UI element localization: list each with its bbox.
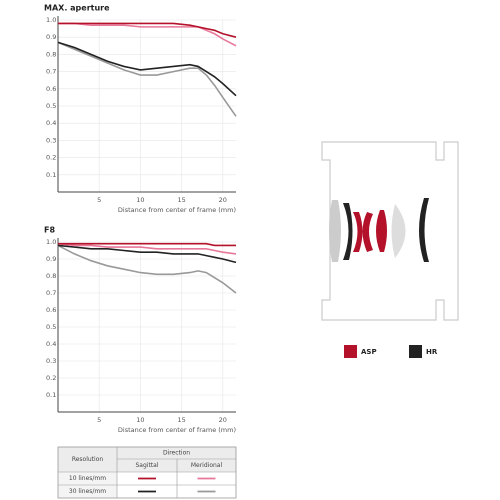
- legend-swatch: [344, 345, 357, 358]
- series-line: [58, 22, 237, 47]
- y-tick-label: 0.2: [46, 374, 56, 382]
- x-axis-label: Distance from center of frame (mm): [118, 206, 236, 214]
- series-line: [58, 242, 236, 247]
- legend-swatch: [409, 345, 422, 358]
- y-tick-label: 0.4: [46, 119, 56, 127]
- table-header: Meridional: [191, 462, 223, 469]
- y-tick-label: 0.2: [46, 154, 56, 162]
- x-axis-label: Distance from center of frame (mm): [118, 426, 236, 434]
- series-line: [57, 41, 237, 97]
- y-tick-label: 0.4: [46, 340, 56, 348]
- chart-title: MAX. aperture: [44, 4, 110, 13]
- table-header-bg: [58, 447, 236, 472]
- y-tick-label: 0.1: [46, 391, 56, 399]
- table-row-label: 30 lines/mm: [69, 488, 106, 495]
- x-tick-label: 15: [177, 416, 185, 424]
- table-header: Sagittal: [135, 462, 158, 469]
- x-tick-label: 20: [219, 416, 227, 424]
- x-tick-label: 15: [177, 196, 185, 204]
- series-line: [57, 244, 237, 294]
- x-tick-label: 10: [136, 416, 144, 424]
- y-tick-label: 0.8: [46, 272, 56, 280]
- y-tick-label: 0.5: [46, 323, 56, 331]
- table-row-label: 10 lines/mm: [69, 475, 106, 482]
- table-header: Direction: [163, 450, 190, 457]
- y-tick-label: 0.9: [46, 33, 56, 41]
- y-tick-label: 1.0: [46, 238, 56, 246]
- y-tick-label: 0.8: [46, 50, 56, 58]
- table-header: Resolution: [72, 456, 104, 463]
- series-line: [58, 22, 237, 38]
- chart-title: F8: [44, 226, 55, 235]
- x-tick-label: 10: [136, 196, 144, 204]
- y-tick-label: 0.6: [46, 306, 56, 314]
- y-tick-label: 0.9: [46, 255, 56, 263]
- table-border: [57, 446, 237, 499]
- legend-label: HR: [426, 348, 438, 356]
- y-tick-label: 0.3: [46, 136, 56, 144]
- y-tick-label: 0.7: [46, 289, 56, 297]
- x-tick-label: 5: [97, 416, 101, 424]
- lens-diagram: [321, 141, 459, 321]
- y-tick-label: 0.1: [46, 171, 56, 179]
- x-tick-label: 20: [219, 196, 227, 204]
- y-tick-label: 0.5: [46, 102, 56, 110]
- x-tick-label: 5: [97, 196, 101, 204]
- y-tick-label: 1.0: [46, 16, 56, 24]
- series-line: [57, 41, 237, 117]
- series-line: [57, 244, 237, 264]
- legend-label: ASP: [361, 348, 377, 356]
- y-tick-label: 0.3: [46, 357, 56, 365]
- y-tick-label: 0.6: [46, 85, 56, 93]
- series-line: [57, 242, 237, 255]
- y-tick-label: 0.7: [46, 68, 56, 76]
